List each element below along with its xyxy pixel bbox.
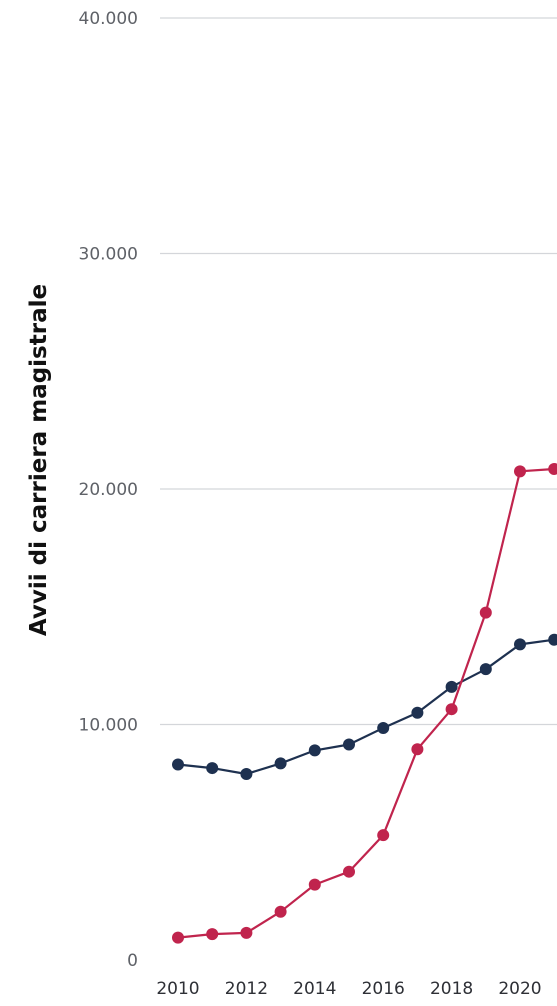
data-point [206, 928, 219, 941]
y-tick-label: 20.000 [79, 480, 138, 500]
data-point [479, 606, 492, 619]
data-point [514, 638, 526, 651]
x-tick-label: 2010 [156, 979, 199, 999]
data-point [411, 743, 424, 756]
data-point [343, 738, 355, 751]
x-tick-label: 2018 [430, 979, 473, 999]
series-line [177, 467, 555, 939]
series-group [172, 462, 557, 944]
series-2 [172, 462, 557, 944]
data-point [377, 722, 390, 735]
data-point [274, 905, 287, 918]
x-tick-label: 2014 [293, 979, 336, 999]
data-point [411, 706, 424, 719]
gridlines [160, 17, 557, 726]
data-point [308, 744, 321, 757]
y-tick-label: 30.000 [79, 245, 138, 265]
y-tick-label: 10.000 [79, 716, 138, 736]
data-point [343, 865, 355, 878]
data-point [548, 462, 557, 475]
y-tick-label: 40.000 [79, 9, 138, 29]
y-tick-label: 0 [127, 951, 138, 971]
data-point [172, 758, 184, 771]
data-point [479, 663, 492, 676]
x-tick-label: 2016 [362, 979, 405, 999]
data-point [274, 757, 287, 770]
y-axis-title: Avvii di carriera magistrale [26, 284, 52, 636]
data-point [548, 633, 557, 646]
x-tick-label: 2020 [498, 979, 541, 999]
data-point [514, 465, 526, 478]
data-point [445, 703, 458, 716]
data-point [240, 926, 253, 939]
x-tick-label: 2012 [225, 979, 268, 999]
data-point [445, 680, 458, 693]
y-axis-ticks: 0 10.000 20.000 30.000 40.000 [79, 9, 138, 971]
series-1 [172, 633, 557, 780]
series-line [177, 638, 555, 776]
data-point [206, 762, 219, 775]
x-axis-ticks: 2010 2012 2014 2016 2018 2020 [156, 979, 541, 999]
data-point [377, 829, 390, 842]
data-point [308, 878, 321, 891]
data-point [240, 767, 253, 780]
data-point [172, 931, 184, 944]
